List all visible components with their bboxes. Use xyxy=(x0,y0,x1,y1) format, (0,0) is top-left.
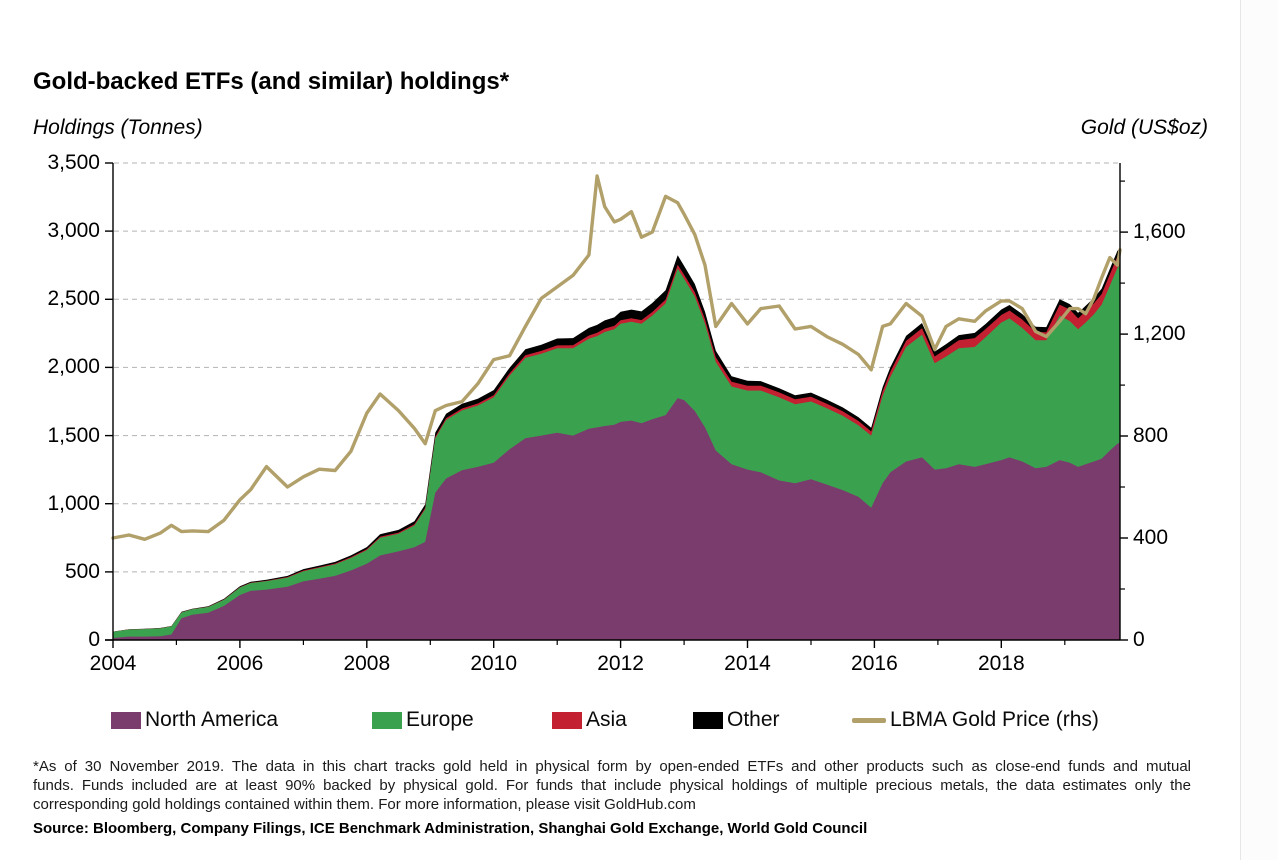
gold-price-line xyxy=(111,174,1122,541)
legend-label: Europe xyxy=(406,708,474,731)
x-tick-label: 2014 xyxy=(724,652,771,675)
footnote-line: *As of 30 November 2019. The data in thi… xyxy=(33,758,1191,775)
lbma-line-swatch-icon xyxy=(852,717,886,723)
footnote-line: funds. Funds included are at least 90% b… xyxy=(33,777,1191,794)
chart-canvas xyxy=(105,162,1128,648)
y-left-tick-label: 3,000 xyxy=(47,219,100,243)
legend-label: Other xyxy=(727,708,780,731)
area-north-america xyxy=(113,398,1120,640)
legend-item-north-america: North America xyxy=(111,703,278,737)
source-line: Source: Bloomberg, Company Filings, ICE … xyxy=(33,820,868,837)
left-axis-title: Holdings (Tonnes) xyxy=(33,116,203,139)
y-right-tick-label: 0 xyxy=(1133,628,1145,651)
asia-swatch-icon xyxy=(552,711,582,729)
europe-swatch-icon xyxy=(372,711,402,729)
y-left-tick-label: 0 xyxy=(88,628,100,651)
legend-item-asia: Asia xyxy=(552,703,627,737)
right-axis-title: Gold (US$oz) xyxy=(1080,116,1208,139)
x-tick-label: 2008 xyxy=(343,652,391,675)
y-left-tick-label: 2,500 xyxy=(47,287,100,311)
footnote: *As of 30 November 2019. The data in thi… xyxy=(33,757,1191,814)
y-right-tick-label: 800 xyxy=(1133,424,1169,448)
x-tick-label: 2012 xyxy=(597,652,644,675)
other-swatch-icon xyxy=(693,711,723,729)
y-left-tick-label: 2,000 xyxy=(47,355,100,379)
legend-item-other: Other xyxy=(693,703,780,737)
footnote-line: corresponding gold holdings contained wi… xyxy=(33,796,696,813)
x-tick-label: 2018 xyxy=(977,652,1025,675)
x-tick-label: 2004 xyxy=(89,652,137,675)
x-tick-label: 2006 xyxy=(216,652,264,675)
y-left-tick-label: 1,500 xyxy=(47,423,100,447)
y-right-tick-label: 400 xyxy=(1133,526,1169,550)
legend-item-lbma-gold-price: LBMA Gold Price (rhs) xyxy=(852,703,1099,737)
chart-legend: North America Europe Asia Other LBMA Gol… xyxy=(0,703,1278,739)
legend-label: Asia xyxy=(586,708,627,731)
x-tick-label: 2016 xyxy=(851,652,898,675)
chart-title: Gold-backed ETFs (and similar) holdings* xyxy=(33,68,510,95)
y-right-tick-label: 1,600 xyxy=(1133,220,1186,244)
y-left-tick-label: 500 xyxy=(64,559,100,583)
y-right-tick-label: 1,200 xyxy=(1133,322,1186,346)
legend-label: LBMA Gold Price (rhs) xyxy=(890,708,1099,731)
y-left-tick-label: 1,000 xyxy=(47,491,100,515)
north-america-swatch-icon xyxy=(111,711,141,729)
legend-item-europe: Europe xyxy=(372,703,474,737)
y-left-tick-label: 3,500 xyxy=(47,151,100,174)
legend-label: North America xyxy=(145,708,279,731)
x-tick-label: 2010 xyxy=(470,652,518,675)
window-edge-divider xyxy=(1240,0,1278,860)
